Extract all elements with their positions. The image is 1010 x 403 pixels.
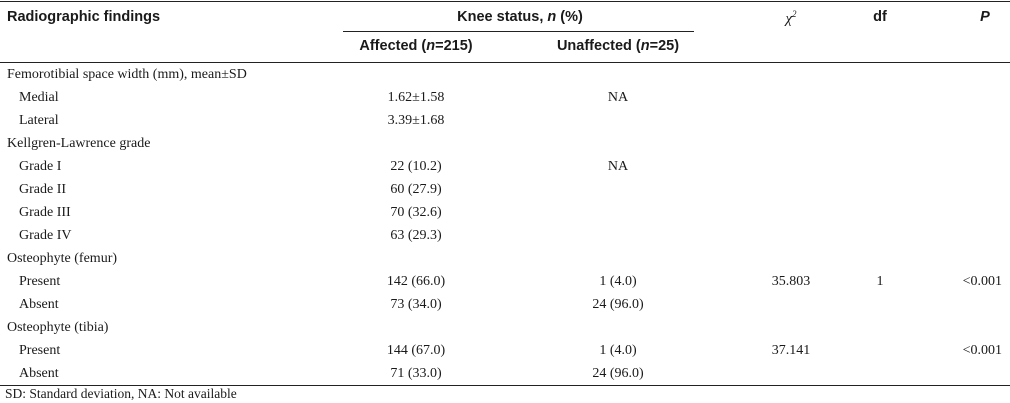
cell-unaffected: 1 (4.0) [599,343,637,358]
cell-p-value: <0.001 [962,274,1002,289]
row-label: Present [19,274,61,289]
header-affected: Affected (n=215) [359,38,473,54]
header-p: P [980,9,990,25]
cell-unaffected: 24 (96.0) [592,297,644,312]
row-group-label: Osteophyte (tibia) [7,320,109,335]
row-group-label: Kellgren-Lawrence grade [7,136,151,151]
cell-unaffected: NA [607,159,629,174]
header-knee-status: Knee status, n (%) [457,9,583,25]
cell-affected: 3.39±1.68 [387,113,445,128]
header-chi-square: χ2 [785,9,797,27]
cell-affected: 22 (10.2) [390,159,442,174]
header-bottom-rule [0,62,1010,63]
cell-chi-square: 37.141 [771,343,811,358]
row-group-label: Osteophyte (femur) [7,251,118,266]
cell-unaffected: 1 (4.0) [599,274,637,289]
row-label: Absent [19,297,59,312]
cell-chi-square: 35.803 [771,274,811,289]
cell-affected: 73 (34.0) [390,297,442,312]
cell-affected: 1.62±1.58 [387,90,445,105]
table-footnote: SD: Standard deviation, NA: Not availabl… [5,386,237,401]
cell-affected: 70 (32.6) [390,205,442,220]
header-radiographic-findings: Radiographic findings [7,9,161,25]
knee-status-underline [343,31,694,32]
cell-affected: 142 (66.0) [386,274,446,289]
table-top-rule [0,1,1010,2]
header-df: df [873,9,887,25]
cell-unaffected: 24 (96.0) [592,366,644,381]
row-label: Lateral [19,113,59,128]
header-unaffected: Unaffected (n=25) [556,38,680,54]
cell-df: 1 [876,274,884,289]
row-label: Medial [19,90,59,105]
row-group-label: Femorotibial space width (mm), mean±SD [7,67,247,82]
cell-unaffected: NA [607,90,629,105]
row-label: Present [19,343,61,358]
row-label: Grade III [19,205,71,220]
cell-affected: 60 (27.9) [390,182,442,197]
cell-affected: 71 (33.0) [390,366,442,381]
table-bottom-rule [0,385,1010,386]
cell-affected: 144 (67.0) [386,343,446,358]
cell-p-value: <0.001 [962,343,1002,358]
row-label: Grade II [19,182,67,197]
row-label: Grade IV [19,228,72,243]
row-label: Absent [19,366,59,381]
cell-affected: 63 (29.3) [390,228,442,243]
row-label: Grade I [19,159,62,174]
